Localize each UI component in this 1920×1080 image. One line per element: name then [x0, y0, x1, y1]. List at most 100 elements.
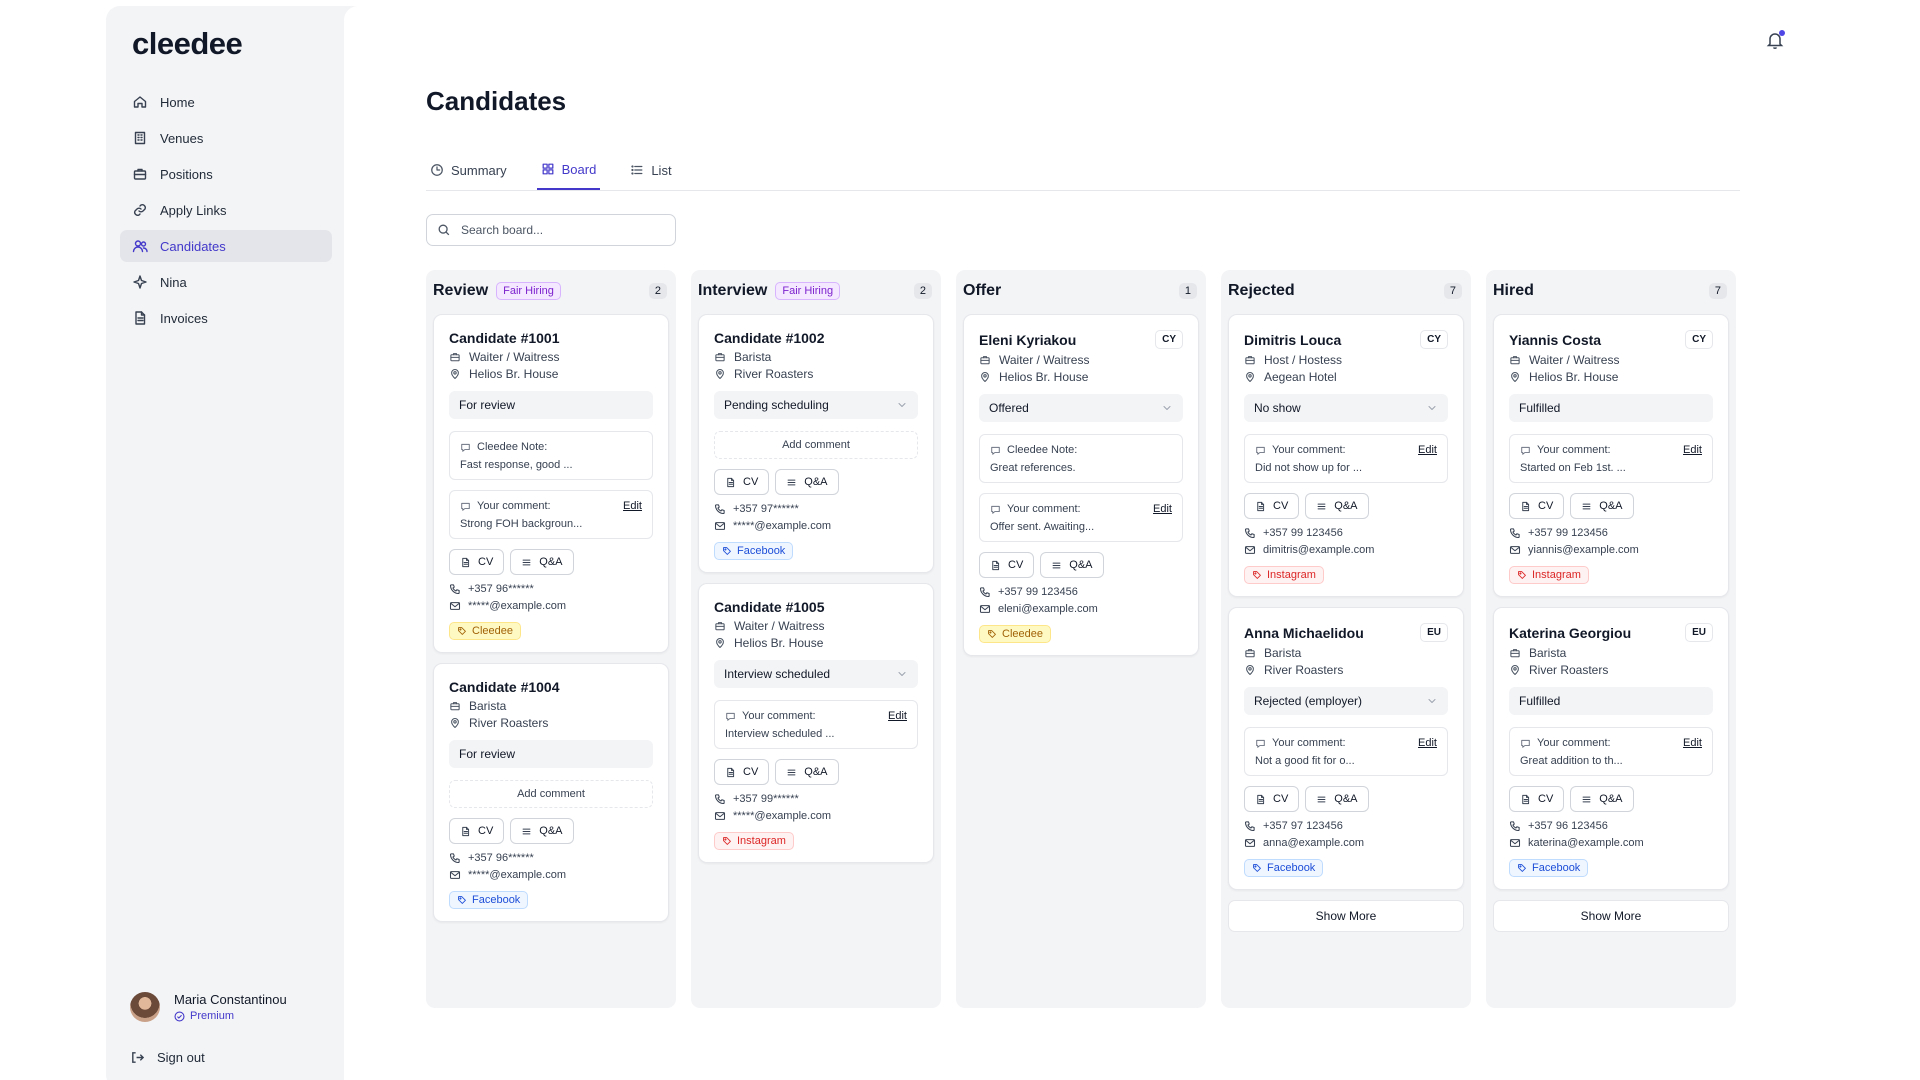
candidate-card[interactable]: Candidate #1004 Barista River Roasters For …: [433, 663, 669, 922]
qa-label: Q&A: [804, 476, 828, 488]
edit-comment-link[interactable]: Edit: [1418, 737, 1437, 749]
candidate-card[interactable]: Anna Michaelidou EU Barista River Roasters R…: [1228, 607, 1464, 890]
cv-button[interactable]: CV: [1509, 493, 1565, 519]
qa-button[interactable]: Q&A: [510, 818, 574, 844]
show-more-button[interactable]: Show More: [1493, 900, 1729, 932]
column-count: 2: [913, 283, 932, 299]
sidebar-item-positions[interactable]: Positions: [120, 158, 332, 190]
tab-list[interactable]: List: [626, 150, 675, 190]
column-count: 7: [1443, 283, 1462, 299]
edit-comment-link[interactable]: Edit: [888, 710, 907, 722]
sidebar-item-apply-links[interactable]: Apply Links: [120, 194, 332, 226]
status-select[interactable]: Interview scheduled: [714, 660, 918, 688]
briefcase-icon: [133, 168, 147, 180]
chat-icon: [991, 505, 1000, 514]
cv-button[interactable]: CV: [449, 549, 505, 575]
edit-comment-link[interactable]: Edit: [1153, 503, 1172, 515]
edit-comment-link[interactable]: Edit: [623, 500, 642, 512]
cv-button[interactable]: CV: [1244, 493, 1300, 519]
tab-summary[interactable]: Summary: [426, 150, 511, 190]
app-logo[interactable]: cleedee: [132, 26, 243, 61]
show-more-button[interactable]: Show More: [1228, 900, 1464, 932]
region-badge: CY: [1155, 330, 1183, 349]
chat-icon: [726, 712, 735, 721]
cv-button[interactable]: CV: [1509, 786, 1565, 812]
cv-button[interactable]: CV: [1244, 786, 1300, 812]
candidate-card[interactable]: Katerina Georgiou EU Barista River Roasters…: [1493, 607, 1729, 890]
tab-board[interactable]: Board: [536, 150, 601, 190]
search-box[interactable]: [426, 214, 676, 246]
qa-button[interactable]: Q&A: [775, 469, 839, 495]
status-select[interactable]: Fulfilled: [1509, 394, 1713, 422]
status-select[interactable]: Offered: [979, 394, 1183, 422]
source-tag: Instagram: [1509, 566, 1589, 584]
qa-button[interactable]: Q&A: [510, 549, 574, 575]
status-select[interactable]: Pending scheduling: [714, 391, 918, 419]
qa-button[interactable]: Q&A: [1570, 786, 1634, 812]
email-text: *****@example.com: [733, 810, 831, 822]
sign-out-button[interactable]: Sign out: [130, 1050, 205, 1065]
list-icon: [631, 165, 643, 175]
candidate-card[interactable]: Yiannis Costa CY Waiter / Waitress Helios B…: [1493, 314, 1729, 597]
candidate-phone: +357 99 123456: [1509, 527, 1713, 539]
candidate-card[interactable]: Eleni Kyriakou CY Waiter / Waitress Helios …: [963, 314, 1199, 656]
candidate-card[interactable]: Candidate #1001 Waiter / Waitress Helios B…: [433, 314, 669, 653]
list-lines-icon: [1582, 796, 1591, 802]
sidebar-item-invoices[interactable]: Invoices: [120, 302, 332, 334]
candidate-card[interactable]: Dimitris Louca CY Host / Hostess Aegean Hot…: [1228, 314, 1464, 597]
comment-text: Not a good fit for o...: [1255, 755, 1355, 767]
notifications-button[interactable]: [1765, 30, 1785, 50]
add-comment-button[interactable]: Add comment: [714, 431, 918, 459]
qa-button[interactable]: Q&A: [1305, 786, 1369, 812]
status-select[interactable]: No show: [1244, 394, 1448, 422]
source-tag: Facebook: [1244, 859, 1324, 877]
qa-label: Q&A: [1069, 559, 1093, 571]
sidebar-item-candidates[interactable]: Candidates: [120, 230, 332, 262]
cv-button[interactable]: CV: [979, 552, 1035, 578]
sidebar-item-home[interactable]: Home: [120, 86, 332, 118]
qa-button[interactable]: Q&A: [1305, 493, 1369, 519]
edit-comment-link[interactable]: Edit: [1418, 444, 1437, 456]
status-select[interactable]: Rejected (employer): [1244, 687, 1448, 715]
comment-heading: Your comment:: [1272, 737, 1346, 749]
status-label: For review: [459, 747, 516, 761]
user-profile[interactable]: Maria Constantinou Premium: [130, 992, 287, 1022]
candidate-card[interactable]: Candidate #1005 Waiter / Waitress Helios B…: [698, 583, 934, 863]
add-comment-button[interactable]: Add comment: [449, 780, 653, 808]
chat-icon: [1256, 739, 1265, 748]
candidate-card[interactable]: Candidate #1002 Barista River Roasters Pend…: [698, 314, 934, 573]
sidebar-item-nina[interactable]: Nina: [120, 266, 332, 298]
column-hired: Hired 7 Yiannis Costa CY Waiter / Waitress He…: [1486, 270, 1736, 1008]
status-select[interactable]: For review: [449, 740, 653, 768]
home-icon: [133, 96, 147, 108]
candidate-name: Candidate #1004: [449, 679, 560, 695]
status-select[interactable]: Fulfilled: [1509, 687, 1713, 715]
qa-button[interactable]: Q&A: [1570, 493, 1634, 519]
candidate-role: Barista: [1244, 646, 1448, 660]
cv-button[interactable]: CV: [449, 818, 505, 844]
clock-icon: [431, 164, 443, 176]
candidate-venue: River Roasters: [449, 716, 653, 730]
phone-icon: [449, 853, 460, 864]
role-label: Barista: [1264, 646, 1302, 660]
search-input[interactable]: [461, 223, 661, 237]
document-icon: [462, 557, 470, 567]
cv-label: CV: [1273, 500, 1289, 512]
nav-icon-wrap: [132, 238, 148, 254]
edit-comment-link[interactable]: Edit: [1683, 737, 1702, 749]
briefcase-icon: [1245, 356, 1255, 365]
qa-button[interactable]: Q&A: [775, 759, 839, 785]
sidebar-item-label: Apply Links: [160, 202, 227, 218]
edit-comment-link[interactable]: Edit: [1683, 444, 1702, 456]
nav-icon-wrap: [132, 274, 148, 290]
qa-button[interactable]: Q&A: [1040, 552, 1104, 578]
region-badge: CY: [1420, 330, 1448, 349]
sidebar-item-venues[interactable]: Venues: [120, 122, 332, 154]
cv-button[interactable]: CV: [714, 759, 770, 785]
candidate-email: *****@example.com: [714, 520, 918, 532]
comment-text: Interview scheduled ...: [725, 728, 835, 740]
phone-icon: [1509, 528, 1520, 539]
cv-button[interactable]: CV: [714, 469, 770, 495]
status-select[interactable]: For review: [449, 391, 653, 419]
user-plan-label: Premium: [190, 1010, 235, 1022]
